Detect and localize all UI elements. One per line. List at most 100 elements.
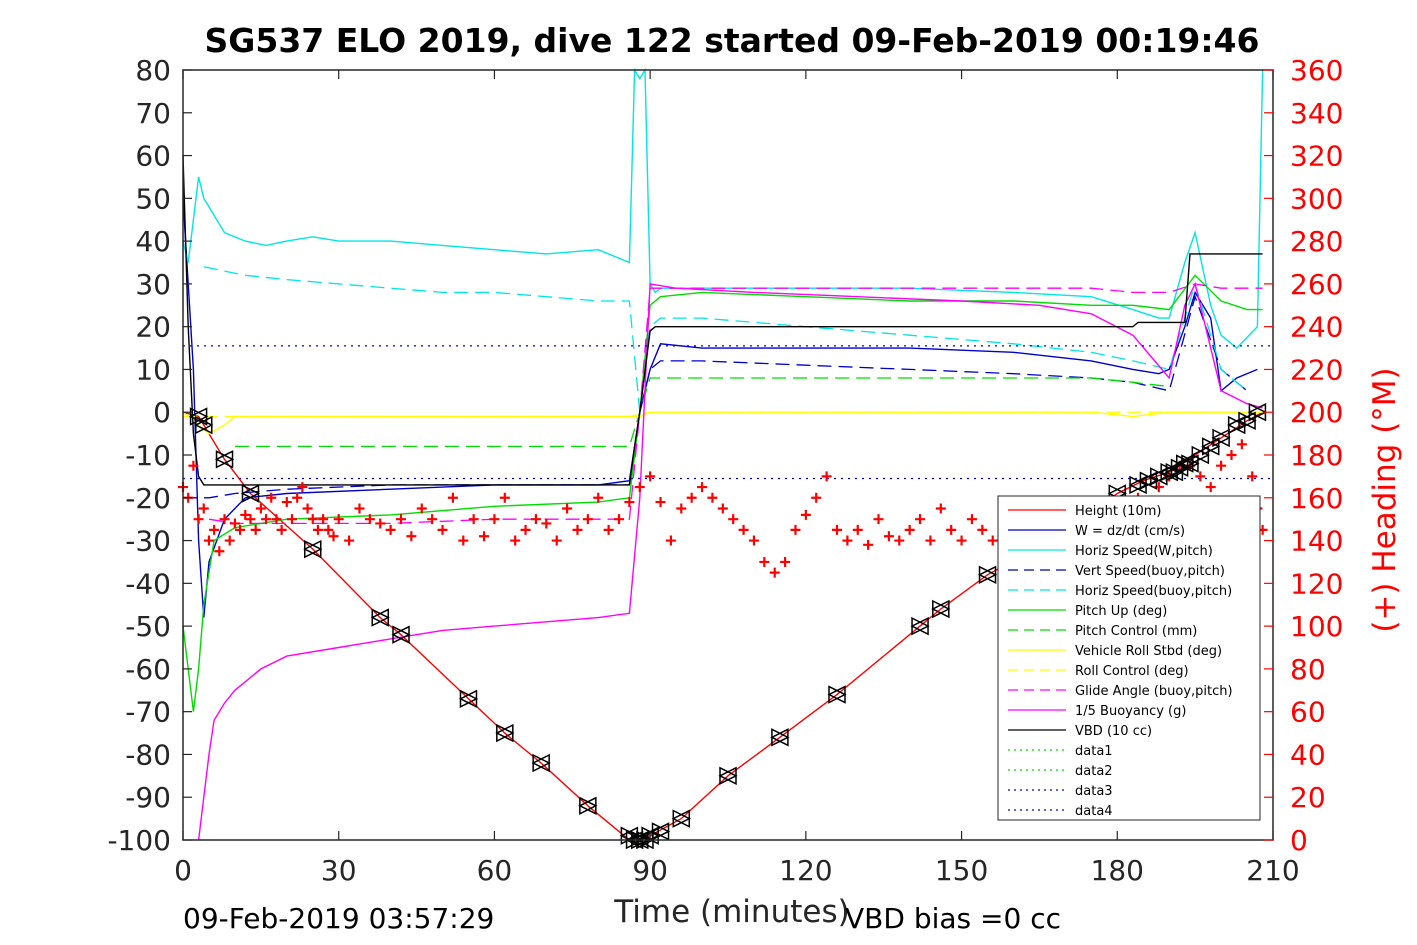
chart-title: SG537 ELO 2019, dive 122 started 09-Feb-…: [205, 21, 1260, 60]
heading-point: [385, 524, 396, 535]
y2-tick-label: 220: [1290, 353, 1343, 386]
y-tick-label: -60: [125, 653, 171, 686]
heading-point: [562, 503, 573, 514]
y-tick-label: -70: [125, 696, 171, 729]
y-tick-label: 60: [135, 140, 171, 173]
heading-point: [354, 503, 365, 514]
heading-point: [821, 471, 832, 482]
heading-point: [479, 531, 490, 542]
y-tick-label: 70: [135, 97, 171, 130]
y2-tick-label: 240: [1290, 311, 1343, 344]
y-axis-right: 0 20 40 60 80 100 120 140 160 180 200 220 240 260 280 3…: [1264, 54, 1343, 857]
series-line-6: [234, 377, 1170, 448]
depth-marker: [671, 809, 691, 828]
heading-point: [297, 482, 308, 493]
x-tick-label: 150: [935, 854, 988, 887]
depth-marker: [1237, 411, 1257, 430]
legend-label-11: VBD (10 cc): [1075, 724, 1152, 739]
heading-point: [292, 492, 303, 503]
heading-point: [645, 471, 656, 482]
heading-point: [894, 535, 905, 546]
heading-point: [307, 514, 318, 525]
depth-marker: [578, 796, 598, 815]
heading-point: [364, 514, 375, 525]
heading-point: [915, 514, 926, 525]
y2-tick-label: 80: [1290, 653, 1326, 686]
y2-tick-label: 40: [1290, 738, 1326, 771]
depth-marker: [1201, 437, 1221, 456]
legend-label-1: W = dz/dt (cm/s): [1075, 524, 1185, 539]
heading-point: [1153, 482, 1164, 493]
heading-point: [790, 524, 801, 535]
heading-point: [458, 535, 469, 546]
y-axis-left: -100-90-80-70-60-50-40-30-20-10010203040…: [107, 54, 192, 857]
depth-marker: [1226, 415, 1247, 435]
heading-point: [427, 514, 438, 525]
heading-point: [250, 524, 261, 535]
y-tick-label: 20: [135, 311, 171, 344]
heading-point: [738, 524, 749, 535]
heading-point: [235, 524, 246, 535]
heading-point: [229, 518, 240, 529]
legend-label-0: Height (10m): [1075, 504, 1161, 519]
heading-point: [769, 567, 780, 578]
legend-label-13: data2: [1075, 764, 1113, 779]
heading-point: [665, 535, 676, 546]
heading-point: [1226, 450, 1237, 460]
heading-point: [375, 518, 386, 529]
series-line-0: [182, 411, 1263, 841]
x-tick-label: 30: [321, 854, 357, 887]
y-tick-label: -100: [107, 824, 171, 857]
heading-point: [318, 514, 329, 525]
heading-point: [956, 535, 967, 546]
heading-point: [572, 524, 583, 535]
depth-marker: [495, 723, 515, 743]
y2-tick-label: 120: [1290, 567, 1343, 600]
y-tick-label: -40: [125, 567, 171, 600]
depth-marker: [827, 685, 847, 704]
heading-point: [437, 524, 448, 535]
heading-point: [468, 514, 479, 525]
heading-point: [842, 535, 853, 546]
depth-marker: [1138, 471, 1159, 490]
heading-point: [344, 535, 355, 546]
y-tick-label: -80: [125, 738, 171, 771]
heading-point: [447, 492, 458, 503]
depth-marker: [391, 625, 411, 644]
heading-point: [1236, 439, 1247, 450]
y2-tick-label: 320: [1290, 140, 1343, 173]
y2-tick-label: 100: [1290, 610, 1343, 643]
heading-point: [935, 503, 946, 514]
heading-point: [717, 503, 728, 514]
heading-point: [634, 482, 645, 493]
legend-label-15: data4: [1075, 804, 1113, 819]
depth-marker: [931, 599, 951, 619]
y2-tick-label: 360: [1290, 54, 1343, 87]
legend-label-8: Roll Control (deg): [1075, 664, 1189, 679]
heading-point: [925, 535, 936, 546]
series-line-11: [182, 155, 1263, 486]
heading-point: [214, 546, 225, 557]
depth-marker: [1180, 454, 1200, 473]
legend-label-2: Horiz Speed(W,pitch): [1075, 544, 1213, 559]
heading-point: [883, 531, 894, 542]
depth-marker: [458, 689, 479, 709]
depth-marker: [1211, 428, 1231, 448]
legend-label-10: 1/5 Buoyancy (g): [1075, 704, 1186, 719]
heading-point: [261, 514, 272, 525]
heading-point: [873, 514, 884, 525]
depth-marker: [1169, 458, 1190, 478]
y2-tick-label: 0: [1290, 824, 1308, 857]
legend: Height (10m) W = dz/dt (cm/s) Horiz Speed(…: [997, 495, 1261, 821]
series-line-1: [182, 198, 1258, 618]
heading-point: [323, 524, 334, 535]
heading-point: [271, 514, 282, 525]
footer-vbd-bias: VBD bias =0 cc: [845, 902, 1061, 935]
heading-point: [780, 556, 791, 567]
heading-point: [266, 492, 277, 503]
heading-point: [328, 531, 339, 542]
heading-point: [676, 503, 687, 514]
y2-tick-label: 200: [1290, 396, 1343, 429]
heading-point: [624, 497, 635, 508]
